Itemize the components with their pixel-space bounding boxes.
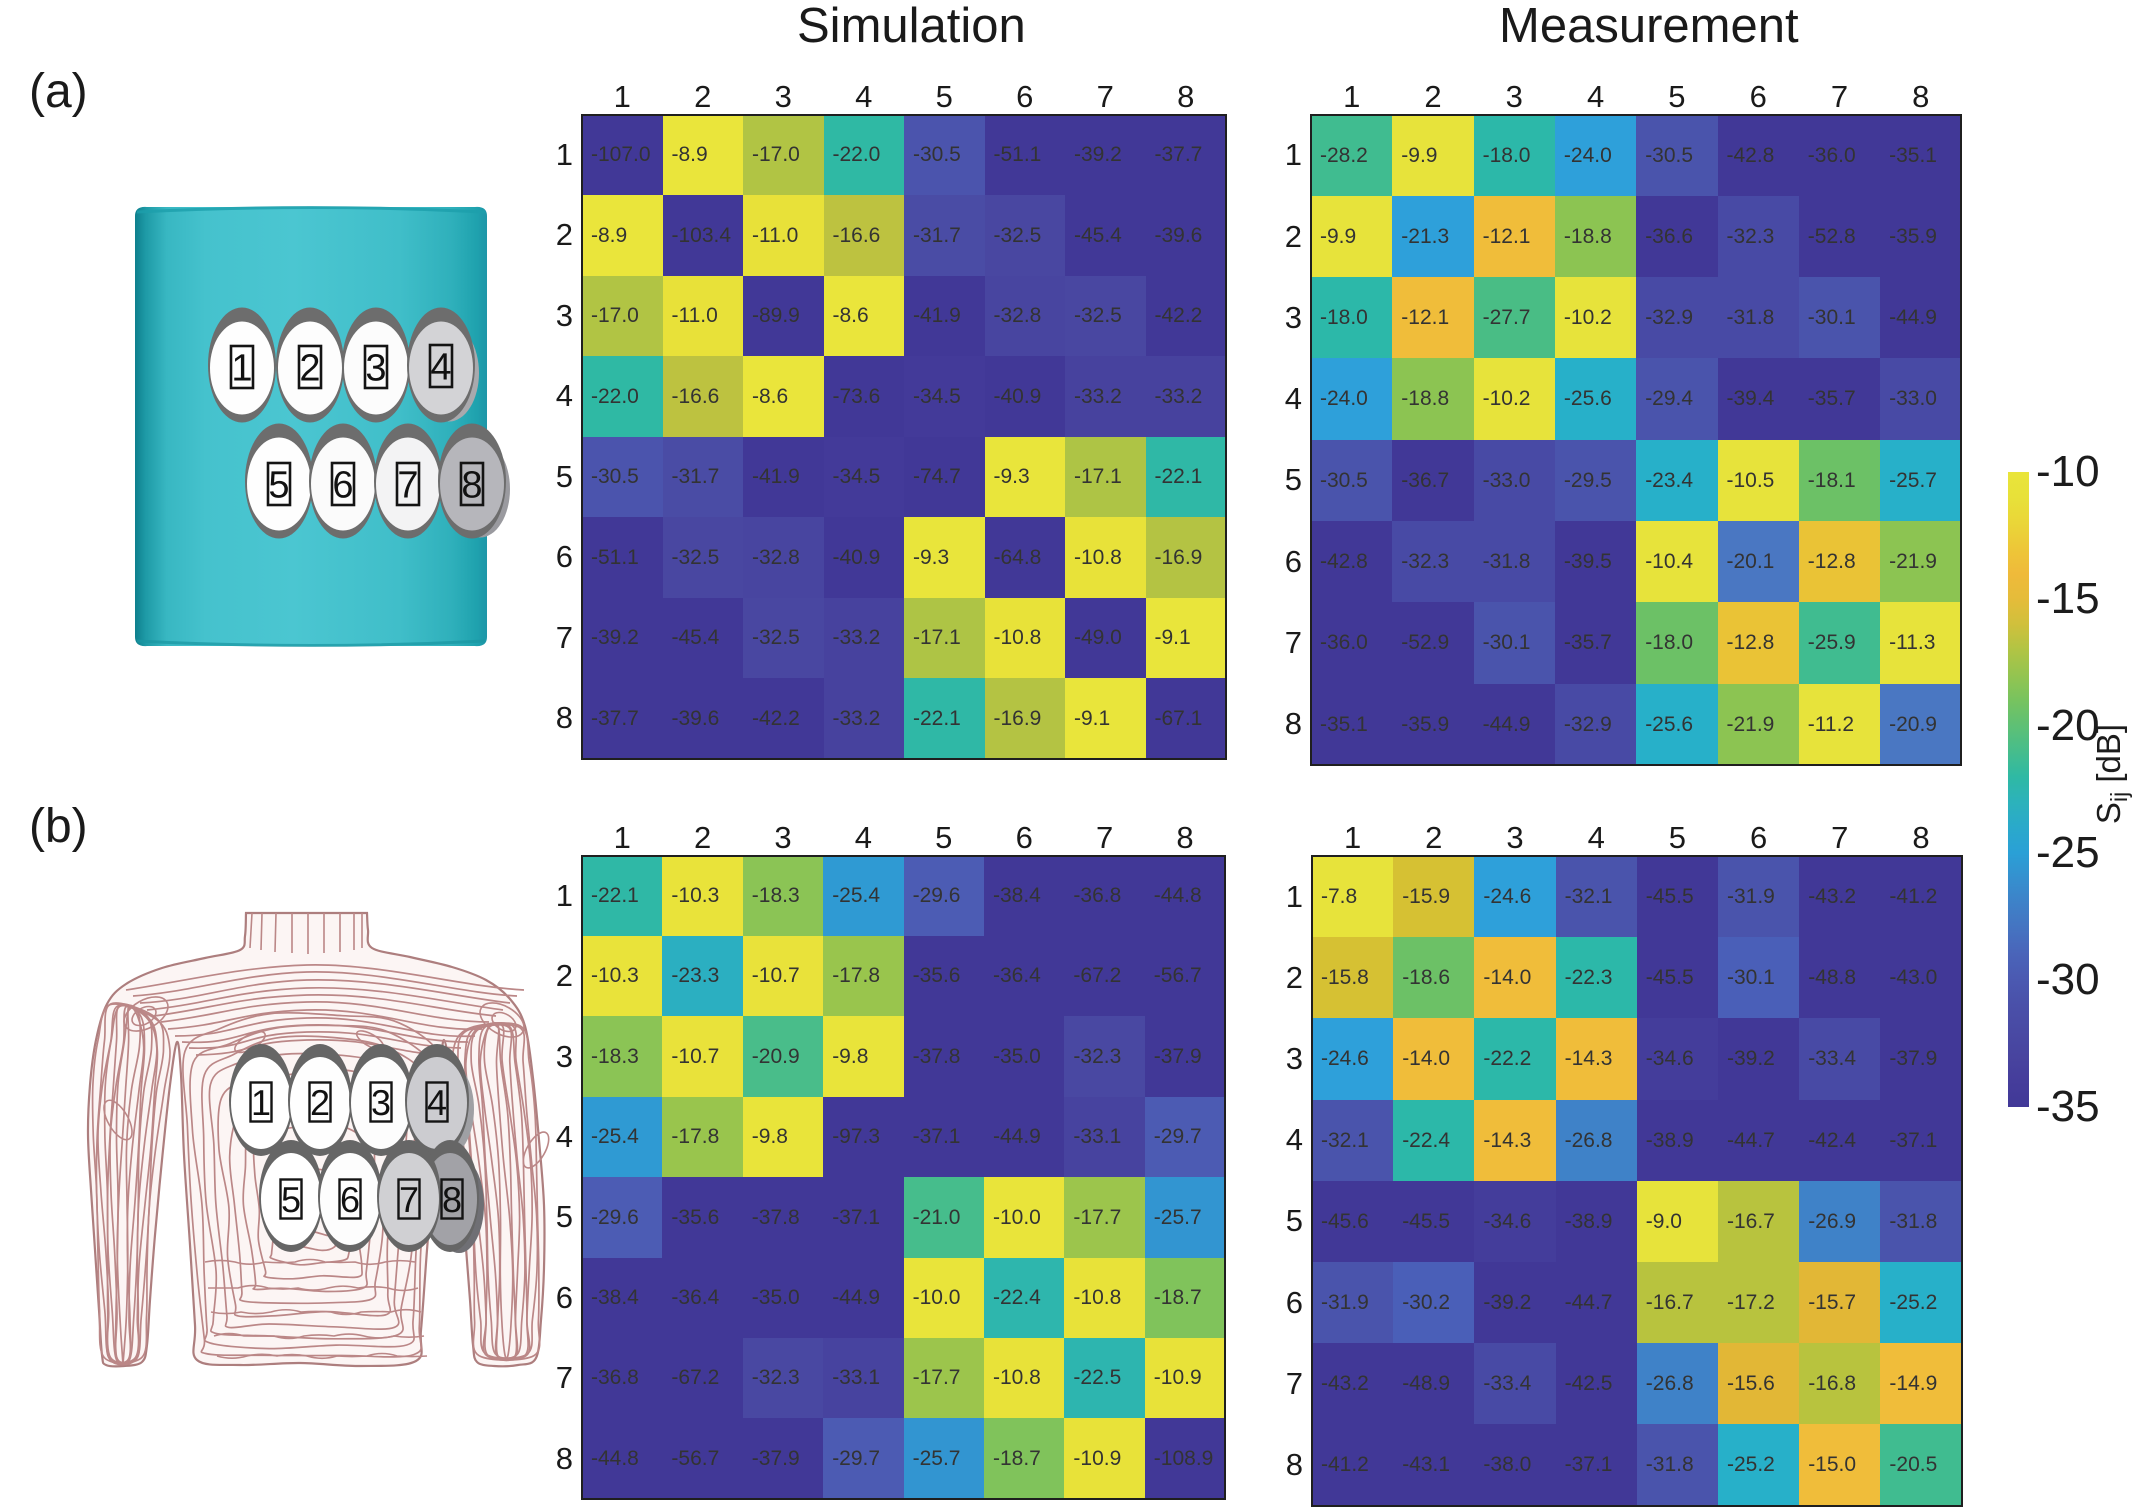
svg-text:6: 6: [340, 1179, 360, 1220]
svg-text:3: 3: [365, 348, 386, 390]
svg-text:6: 6: [332, 465, 353, 507]
svg-text:7: 7: [397, 465, 418, 507]
svg-text:2: 2: [310, 1082, 330, 1123]
svg-text:1: 1: [231, 348, 252, 390]
svg-text:4: 4: [430, 347, 451, 389]
svg-text:8: 8: [461, 465, 482, 507]
svg-text:1: 1: [251, 1082, 271, 1123]
svg-text:2: 2: [299, 348, 320, 390]
svg-text:7: 7: [399, 1179, 419, 1220]
svg-text:4: 4: [427, 1082, 447, 1123]
svg-text:5: 5: [281, 1179, 301, 1220]
svg-text:3: 3: [371, 1082, 391, 1123]
svg-text:8: 8: [442, 1179, 462, 1220]
svg-text:5: 5: [268, 465, 289, 507]
